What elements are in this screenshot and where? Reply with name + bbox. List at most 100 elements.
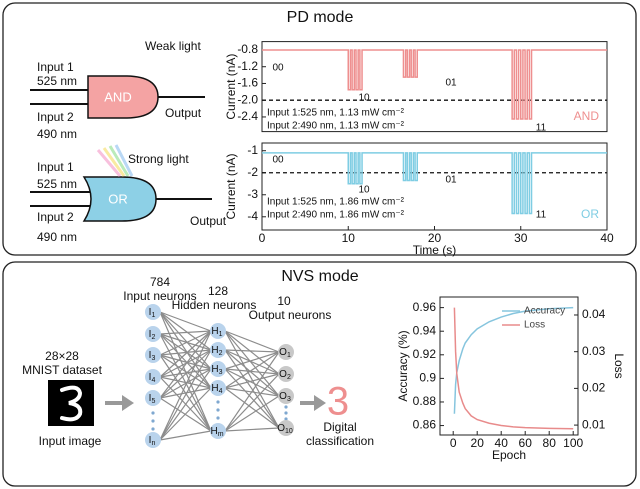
layer-count: 128 bbox=[208, 284, 228, 298]
series-line bbox=[262, 152, 607, 215]
label: Weak light bbox=[145, 39, 201, 53]
neuron-sub: 3 bbox=[287, 396, 291, 403]
layer-count: 10 bbox=[277, 294, 291, 308]
connection bbox=[224, 395, 280, 432]
state-label: 00 bbox=[272, 63, 284, 74]
connection bbox=[224, 349, 280, 397]
label: 490 nm bbox=[37, 127, 77, 141]
y-axis-label: Accuracy (%) bbox=[396, 330, 410, 401]
state-label: 01 bbox=[445, 78, 457, 89]
nvs-panel-frame bbox=[2, 261, 637, 487]
y-tick-label: -1 bbox=[247, 143, 258, 157]
neuron bbox=[210, 380, 226, 396]
connection bbox=[159, 330, 212, 335]
y-tick-label: -3 bbox=[247, 187, 258, 201]
connection bbox=[159, 330, 212, 356]
neuron-base: H bbox=[211, 383, 218, 394]
condition-note: Input 1:525 nm, 1.86 mW cm⁻² bbox=[267, 197, 405, 208]
connection bbox=[224, 349, 280, 429]
neuron-base: H bbox=[211, 364, 218, 375]
connection bbox=[224, 368, 280, 397]
neuron bbox=[145, 347, 161, 363]
y-tick-label: -4 bbox=[247, 209, 258, 223]
connection bbox=[159, 333, 212, 370]
connection bbox=[224, 373, 280, 432]
y-tick-label: -1.2 bbox=[237, 59, 258, 73]
neuron-base: I bbox=[149, 372, 152, 383]
connection bbox=[159, 330, 212, 399]
or-gate-diagram: Input 1 525 nm Strong light OR Input 2 4… bbox=[30, 144, 227, 244]
condition-note: Input 1:525 nm, 1.13 mW cm⁻² bbox=[267, 108, 405, 119]
state-label: 11 bbox=[536, 123, 547, 134]
ellipsis-dot bbox=[284, 417, 288, 421]
y-tick-label: -0.8 bbox=[237, 42, 258, 56]
label: Input 2 bbox=[37, 110, 74, 124]
neuron-label: O10 bbox=[277, 423, 293, 435]
neuron bbox=[278, 420, 294, 436]
y-tick-label: 0.86 bbox=[413, 418, 437, 432]
plot-frame bbox=[439, 296, 579, 436]
connection bbox=[159, 330, 212, 441]
neuron bbox=[210, 342, 226, 358]
neuron-sub: 2 bbox=[219, 350, 223, 357]
legend-label: Accuracy bbox=[524, 306, 565, 317]
neuron-label: O1 bbox=[279, 347, 291, 359]
y-tick-label: 0.02 bbox=[582, 381, 606, 395]
y-tick-label: 0.88 bbox=[413, 394, 437, 408]
pd-title: PD mode bbox=[287, 9, 354, 26]
arrow bbox=[300, 395, 326, 411]
legend-label: OR bbox=[581, 207, 599, 221]
connection bbox=[159, 311, 212, 389]
x-axis-label: Time (s) bbox=[413, 243, 457, 257]
connection bbox=[224, 368, 280, 375]
neuron-sub: 4 bbox=[219, 388, 223, 395]
y-axis-label: Current (nA) bbox=[224, 153, 238, 219]
neuron bbox=[145, 326, 161, 342]
neuron-sub: 4 bbox=[151, 377, 155, 384]
y-tick-label: 0.04 bbox=[582, 307, 606, 321]
layer-count: 784 bbox=[150, 275, 170, 289]
connection bbox=[159, 349, 212, 356]
x-tick-label: 40 bbox=[600, 231, 614, 245]
y-tick-label: 0.96 bbox=[413, 300, 437, 314]
ellipsis-dot bbox=[284, 411, 288, 415]
neuron-label: Hm bbox=[210, 426, 223, 438]
ellipsis-dot bbox=[151, 427, 155, 431]
ellipsis-dot bbox=[151, 419, 155, 423]
condition-note: Input 2:490 nm, 1.86 mW cm⁻² bbox=[267, 210, 405, 221]
x-tick-label: 0 bbox=[259, 231, 266, 245]
connection bbox=[159, 311, 212, 351]
ellipsis-dot bbox=[216, 408, 220, 412]
connection bbox=[159, 349, 212, 441]
series-line bbox=[453, 307, 574, 430]
connection bbox=[224, 373, 280, 389]
neuron-label: H1 bbox=[211, 326, 222, 338]
connection bbox=[224, 330, 280, 429]
neuron-base: H bbox=[211, 326, 218, 337]
state-label: 01 bbox=[445, 175, 457, 186]
neuron-base: I bbox=[149, 435, 152, 446]
neuron-base: I bbox=[149, 393, 152, 404]
and-gate-diagram: Input 1 525 nm Input 2 490 nm AND Output… bbox=[30, 39, 205, 141]
connection bbox=[224, 351, 280, 389]
connection bbox=[159, 333, 212, 351]
neuron-label: I1 bbox=[149, 307, 156, 319]
y-tick-label: -2.4 bbox=[237, 109, 258, 123]
label: Output bbox=[190, 214, 227, 228]
nvs-diagram: 28×28 MNIST dataset Input image 3 Digita… bbox=[22, 275, 374, 448]
connection bbox=[224, 351, 280, 370]
connection bbox=[224, 427, 280, 432]
connection bbox=[159, 376, 212, 389]
neuron bbox=[145, 432, 161, 448]
connection bbox=[224, 368, 280, 429]
x-axis-label: Epoch bbox=[492, 448, 526, 462]
connection bbox=[159, 387, 212, 441]
neuron-base: I bbox=[149, 329, 152, 340]
neuron-label: In bbox=[149, 435, 156, 447]
y-tick-label: -2.0 bbox=[237, 92, 258, 106]
neuron bbox=[278, 344, 294, 360]
neuron bbox=[210, 361, 226, 377]
neuron-base: O bbox=[279, 391, 287, 402]
result-digit: 3 bbox=[327, 380, 349, 424]
beam bbox=[108, 145, 130, 177]
